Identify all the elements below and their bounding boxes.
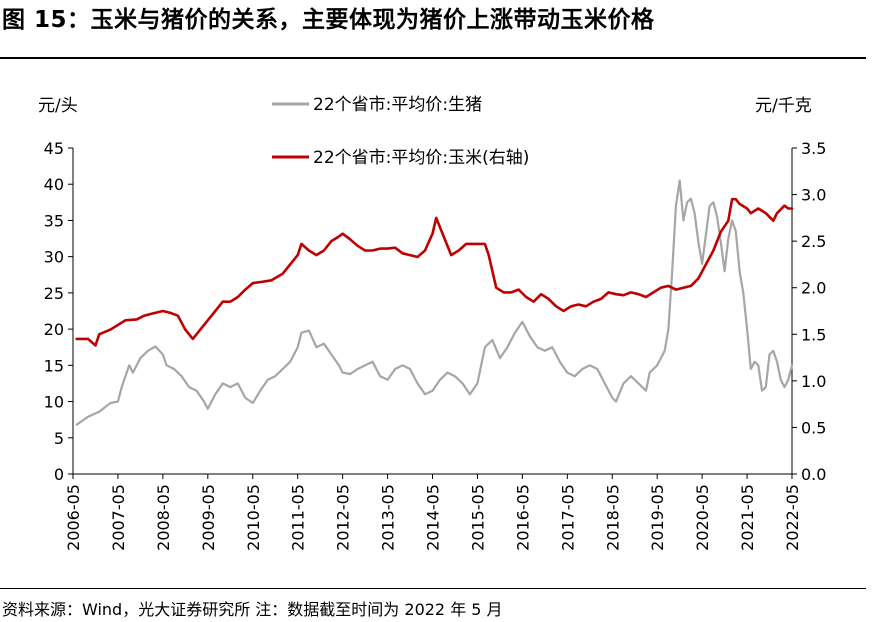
right-tick-label: 0.0 [801,465,826,484]
left-tick-label: 25 [44,284,64,303]
x-tick-label: 2013-05 [379,484,398,551]
left-tick-label: 5 [54,429,64,448]
left-tick-label: 10 [44,393,64,412]
x-tick-label: 2006-05 [64,484,83,551]
series-layer [75,179,794,426]
x-tick-label: 2016-05 [513,484,532,551]
line-chart: 0 5 10 15 20 25 30 35 40 45 0.0 0.5 1.0 1.5 2.0 2.5 3.0 3… [38,95,827,551]
x-tick-label: 2008-05 [154,484,173,551]
x-tick-label: 2020-05 [693,484,712,551]
x-tick-label: 2012-05 [334,484,353,551]
legend: 22个省市:平均价:生猪 22个省市:平均价:玉米(右轴) [272,95,529,168]
x-tick-label: 2011-05 [289,484,308,551]
figure-title: 图 15：玉米与猪价的关系，主要体现为猪价上涨带动玉米价格 [2,7,655,33]
x-tick-label: 2010-05 [244,484,263,551]
left-tick-label: 40 [44,175,64,194]
legend-label: 22个省市:平均价:玉米(右轴) [313,148,529,168]
left-tick-label: 45 [44,139,64,158]
x-tick-label: 2021-05 [738,484,757,551]
right-tick-label: 1.5 [801,325,826,344]
right-tick-label: 3.0 [801,186,826,205]
right-tick-label: 2.5 [801,232,826,251]
corn-price-line [75,197,794,347]
left-axis-unit: 元/头 [38,96,78,116]
x-tick-label: 2009-05 [199,484,218,551]
left-tick-label: 15 [44,356,64,375]
right-axis-unit: 元/千克 [755,96,812,116]
left-tick-label: 35 [44,211,64,230]
x-tick-label: 2018-05 [603,484,622,551]
footer-divider [0,588,866,589]
right-tick-label: 2.0 [801,279,826,298]
title-divider [0,57,866,59]
left-tick-label: 20 [44,320,64,339]
x-tick-label: 2022-05 [783,484,802,551]
legend-label: 22个省市:平均价:生猪 [313,95,482,115]
left-tick-label: 30 [44,248,64,267]
source-note: 资料来源：Wind，光大证券研究所 注：数据截至时间为 2022 年 5 月 [2,600,503,619]
right-tick-label: 1.0 [801,372,826,391]
hog-price-line [75,179,794,426]
x-tick-label: 2007-05 [109,484,128,551]
axes: 0 5 10 15 20 25 30 35 40 45 0.0 0.5 1.0 1.5 2.0 2.5 3.0 3… [44,139,827,551]
right-tick-label: 0.5 [801,418,826,437]
x-tick-label: 2017-05 [558,484,577,551]
right-tick-label: 3.5 [801,139,826,158]
left-tick-label: 0 [54,465,64,484]
x-tick-label: 2015-05 [468,484,487,551]
x-tick-label: 2014-05 [424,484,443,551]
x-tick-label: 2019-05 [648,484,667,551]
